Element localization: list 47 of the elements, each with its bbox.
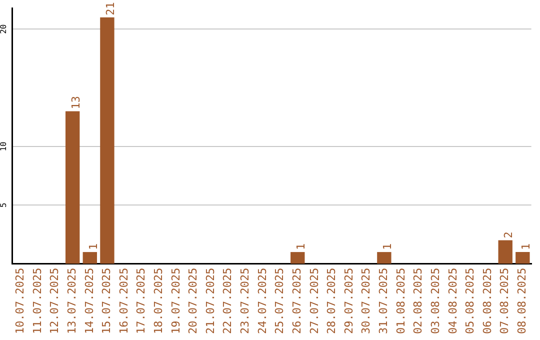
data-label: 1	[381, 243, 394, 250]
x-tick-label: 15.07.2025	[100, 268, 114, 334]
x-tick-label: 06.08.2025	[480, 268, 494, 334]
data-label: 21	[104, 2, 118, 16]
y-tick-label: 5	[0, 202, 8, 208]
x-tick-label: 11.07.2025	[30, 268, 44, 334]
x-tick-label: 26.07.2025	[290, 268, 304, 334]
x-tick-label: 21.07.2025	[204, 268, 217, 334]
y-tick-label: 20	[0, 24, 8, 34]
x-tick-label: 24.07.2025	[256, 268, 269, 334]
x-tick-label: 01.08.2025	[394, 268, 408, 334]
x-tick-label: 30.07.2025	[360, 268, 373, 334]
x-tick-label: 05.08.2025	[464, 268, 477, 334]
bar	[290, 252, 305, 264]
x-tick-label: 19.07.2025	[169, 268, 182, 334]
x-tick-label: 18.07.2025	[152, 268, 165, 334]
x-tick-label: 17.07.2025	[134, 268, 148, 334]
x-tick-label: 07.08.2025	[498, 268, 512, 334]
data-label: 1	[86, 243, 100, 250]
x-tick-label: 20.07.2025	[186, 268, 200, 334]
bar	[377, 252, 392, 264]
x-tick-label: 02.08.2025	[412, 268, 425, 334]
x-tick-label: 12.07.2025	[48, 268, 62, 334]
x-tick-label: 10.07.2025	[14, 268, 27, 334]
x-tick-label: 13.07.2025	[65, 268, 78, 334]
data-label: 1	[520, 243, 533, 250]
data-label: 1	[294, 243, 308, 250]
bar	[516, 252, 530, 264]
x-tick-label: 23.07.2025	[238, 268, 252, 334]
x-tick-label: 31.07.2025	[377, 268, 390, 334]
x-tick-label: 22.07.2025	[221, 268, 234, 334]
x-tick-label: 27.07.2025	[308, 268, 321, 334]
data-label: 2	[502, 232, 516, 238]
bar	[100, 17, 114, 264]
x-tick-label: 04.08.2025	[446, 268, 460, 334]
bar	[498, 240, 512, 264]
y-tick-label: 10	[0, 141, 8, 152]
x-tick-label: 14.07.2025	[82, 268, 96, 334]
bar	[65, 111, 80, 264]
x-tick-label: 29.07.2025	[342, 268, 356, 334]
x-tick-label: 08.08.2025	[516, 268, 529, 334]
data-label: 13	[69, 96, 82, 110]
x-tick-label: 16.07.2025	[117, 268, 130, 334]
bar	[82, 252, 97, 264]
x-tick-label: 28.07.2025	[325, 268, 338, 334]
x-tick-label: 25.07.2025	[273, 268, 286, 334]
x-tick-label: 03.08.2025	[428, 268, 442, 334]
